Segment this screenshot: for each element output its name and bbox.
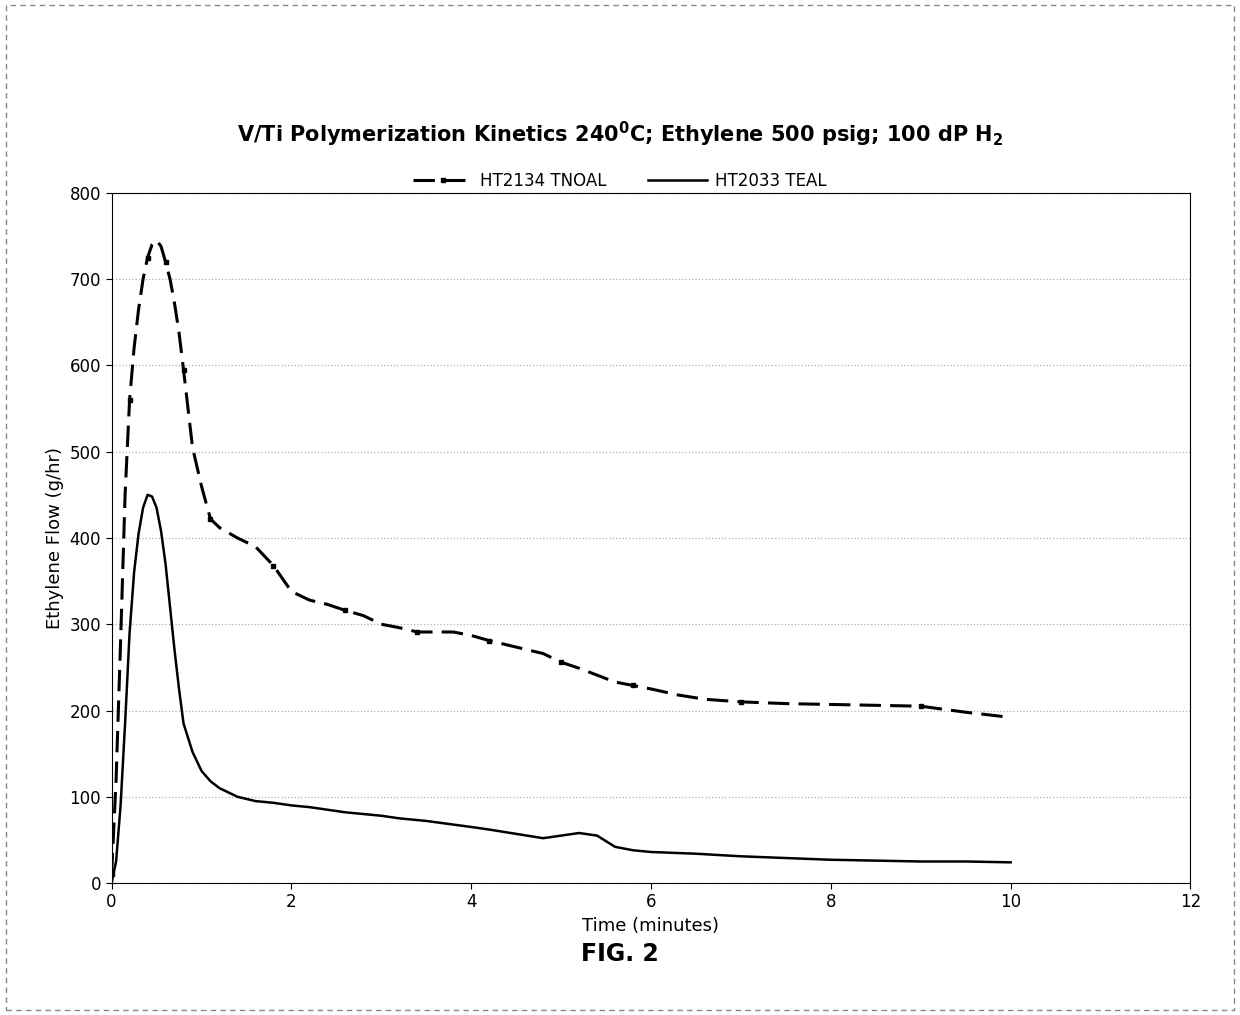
HT2033 TEAL [536,832,551,844]
HT2033 TEAL [392,812,407,824]
HT2033 TEAL [734,851,749,863]
HT2033 TEAL [140,488,155,500]
HT2033 TEAL [303,801,317,813]
HT2033 TEAL [1003,857,1018,869]
HT2134 TNOAL [212,522,227,534]
HT2033 TEAL [589,829,604,841]
HT2033 TEAL [154,525,169,537]
HT2033 TEAL [356,808,371,820]
Text: V/Ti Polymerization Kinetics 240$\mathregular{^0}$C; Ethylene 500 psig; 100 dP H: V/Ti Polymerization Kinetics 240$\mathre… [237,120,1003,148]
HT2033 TEAL [193,765,208,777]
HT2033 TEAL [959,856,973,868]
HT2033 TEAL [131,528,146,540]
HT2033 TEAL [135,501,150,514]
HT2033 TEAL [126,566,141,579]
HT2033 TEAL [572,827,587,839]
HT2033 TEAL [625,844,640,857]
HT2033 TEAL [823,854,838,866]
HT2134 TNOAL [167,297,182,310]
HT2033 TEAL [157,558,172,570]
HT2033 TEAL [162,601,177,613]
Text: FIG. 2: FIG. 2 [582,942,658,966]
HT2033 TEAL [688,848,703,860]
HT2033 TEAL [212,782,227,794]
HT2134 TNOAL [959,706,973,719]
HT2134 TNOAL [149,234,164,247]
HT2033 TEAL [229,791,244,803]
Line: HT2033 TEAL: HT2033 TEAL [112,494,1011,883]
HT2033 TEAL [104,877,119,889]
Legend: HT2134 TNOAL, HT2033 TEAL: HT2134 TNOAL, HT2033 TEAL [407,165,833,197]
Line: HT2134 TNOAL: HT2134 TNOAL [109,238,1013,877]
HT2033 TEAL [508,828,523,840]
HT2033 TEAL [320,804,335,816]
Y-axis label: Ethylene Flow (g/hr): Ethylene Flow (g/hr) [46,447,64,629]
HT2033 TEAL [149,501,164,514]
HT2033 TEAL [419,815,434,827]
HT2033 TEAL [122,626,136,639]
HT2033 TEAL [203,775,218,788]
HT2033 TEAL [113,800,128,812]
HT2134 TNOAL [1003,712,1018,724]
HT2033 TEAL [553,829,568,841]
HT2033 TEAL [284,800,299,812]
HT2033 TEAL [868,855,883,867]
HT2134 TNOAL [104,868,119,880]
HT2033 TEAL [337,806,352,818]
HT2033 TEAL [185,746,200,758]
HT2033 TEAL [464,821,479,833]
HT2033 TEAL [109,856,124,868]
HT2134 TNOAL [131,303,146,316]
HT2033 TEAL [167,645,182,657]
HT2033 TEAL [373,810,388,822]
HT2134 TNOAL [779,697,794,709]
HT2033 TEAL [481,823,496,835]
HT2033 TEAL [118,718,133,730]
HT2033 TEAL [176,718,191,730]
HT2033 TEAL [913,856,928,868]
HT2033 TEAL [779,852,794,864]
HT2033 TEAL [171,683,186,695]
HT2033 TEAL [248,795,263,807]
X-axis label: Time (minutes): Time (minutes) [583,917,719,935]
HT2033 TEAL [644,845,658,858]
HT2134 TNOAL [154,241,169,253]
HT2033 TEAL [145,490,160,502]
HT2033 TEAL [265,797,280,809]
HT2033 TEAL [608,840,622,853]
